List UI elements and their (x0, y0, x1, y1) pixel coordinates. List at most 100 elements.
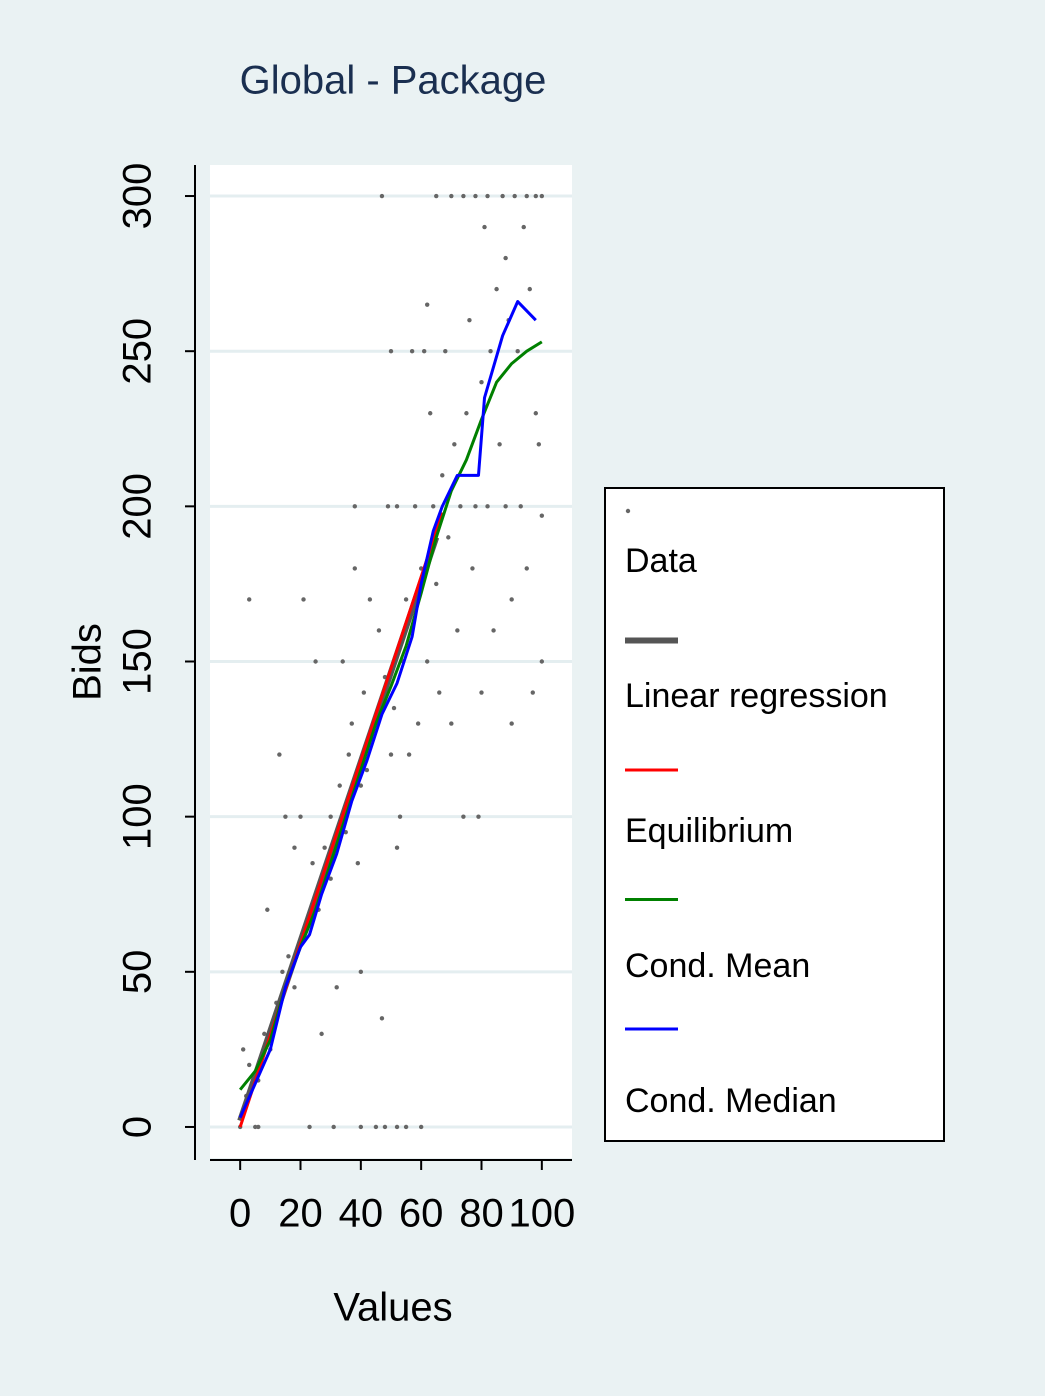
data-point (458, 504, 463, 509)
data-point (509, 597, 514, 602)
x-tick-label: 60 (399, 1192, 444, 1236)
legend-key (625, 508, 631, 514)
data-point (461, 814, 466, 819)
data-point (358, 783, 364, 788)
data-point (482, 224, 487, 230)
y-tick-label: 300 (116, 163, 160, 230)
data-point (262, 1031, 267, 1037)
data-point (361, 690, 367, 695)
data-point (394, 504, 400, 509)
data-point (367, 597, 373, 602)
y-tick-label: 150 (116, 628, 160, 695)
data-point (376, 628, 382, 633)
data-point (340, 659, 345, 664)
data-point (286, 954, 291, 959)
data-point (355, 861, 361, 866)
data-point (524, 566, 529, 571)
data-point (346, 752, 351, 757)
data-point (364, 767, 370, 773)
x-tick-label: 40 (339, 1192, 384, 1236)
data-point (409, 348, 415, 354)
data-point (449, 721, 454, 726)
data-point (334, 985, 339, 990)
data-point (292, 845, 297, 850)
data-point (319, 1031, 324, 1037)
data-point (434, 581, 439, 587)
data-point (391, 705, 397, 711)
data-point (539, 659, 545, 664)
y-tick-label: 250 (116, 318, 160, 385)
data-point (412, 504, 418, 509)
data-point (418, 1124, 424, 1130)
data-point (403, 1124, 409, 1130)
data-point (431, 504, 436, 509)
data-point (452, 442, 457, 447)
data-point (385, 504, 391, 509)
data-point (494, 286, 499, 292)
data-point (277, 752, 282, 757)
data-point (328, 876, 333, 881)
data-point (415, 721, 421, 726)
data-point (533, 193, 538, 199)
data-point (527, 286, 532, 292)
data-point (265, 907, 270, 912)
data-point (479, 690, 484, 695)
data-point (533, 411, 538, 416)
y-tick-label: 50 (116, 950, 160, 995)
data-point (394, 845, 400, 850)
data-point (497, 442, 502, 447)
data-point (240, 1047, 246, 1052)
data-point (515, 348, 520, 354)
data-point (358, 969, 364, 975)
data-point (425, 302, 430, 307)
data-point (247, 597, 252, 602)
data-point (509, 721, 514, 726)
x-tick-label: 20 (278, 1192, 323, 1236)
data-point (488, 348, 493, 354)
data-point (358, 1124, 364, 1130)
legend-label: Linear regression (625, 677, 888, 715)
data-point (301, 597, 306, 602)
data-point (421, 348, 427, 354)
data-point (292, 985, 297, 990)
data-point (322, 845, 327, 850)
data-point (253, 1124, 258, 1130)
data-point (455, 628, 460, 633)
data-point (434, 193, 439, 199)
data-point (397, 814, 403, 819)
data-point (491, 628, 496, 633)
data-point (473, 193, 478, 199)
legend-box (604, 487, 945, 1142)
legend-label: Cond. Median (625, 1082, 837, 1120)
data-point (476, 814, 481, 819)
data-point (518, 504, 523, 509)
data-point (536, 442, 542, 447)
legend-label: Data (625, 542, 697, 580)
y-tick-label: 100 (116, 783, 160, 850)
data-point (394, 1124, 400, 1130)
data-point (467, 317, 472, 323)
data-point (298, 814, 303, 819)
data-point (373, 1124, 379, 1130)
data-point (352, 566, 357, 571)
data-point (307, 1124, 312, 1130)
data-point (283, 814, 288, 819)
data-point (379, 1016, 385, 1021)
legend-label: Cond. Mean (625, 947, 810, 985)
data-point (512, 193, 517, 199)
data-point (443, 348, 448, 354)
y-tick-label: 0 (116, 1116, 160, 1138)
data-point (352, 504, 357, 509)
legend-label: Equilibrium (625, 812, 793, 850)
data-point (485, 504, 490, 509)
x-tick-label: 0 (229, 1192, 251, 1236)
data-point (524, 193, 529, 199)
data-point (485, 193, 490, 199)
data-point (500, 193, 505, 199)
x-axis-title: Values (333, 1286, 452, 1330)
data-point (310, 861, 315, 866)
data-point (539, 193, 545, 199)
data-point (446, 535, 451, 540)
data-point (379, 193, 385, 199)
data-point (388, 752, 394, 757)
